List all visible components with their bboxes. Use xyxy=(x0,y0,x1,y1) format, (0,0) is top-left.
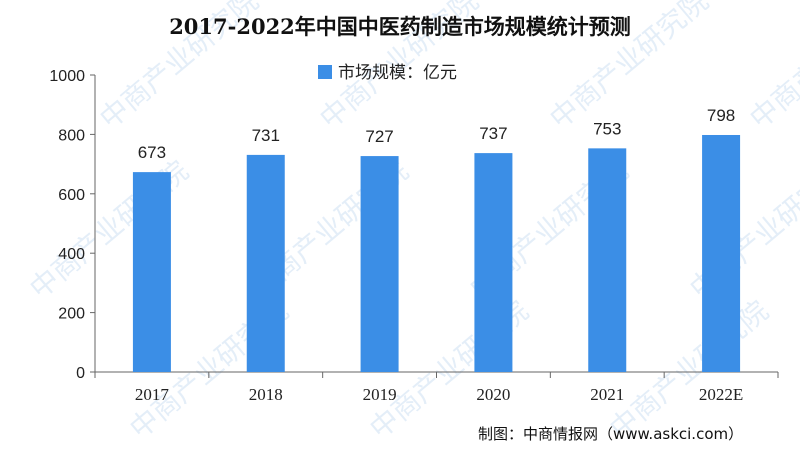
y-axis: 0 200 400 600 800 1000 xyxy=(49,68,96,382)
legend: 市场规模：亿元 xyxy=(318,63,457,83)
legend-swatch xyxy=(318,65,332,79)
bar xyxy=(360,156,399,372)
bar xyxy=(246,154,285,372)
watermark-text: 中商产业研究院 xyxy=(683,154,800,305)
y-tick-label: 1000 xyxy=(49,68,85,85)
x-tick-label: 2021 xyxy=(590,385,624,404)
data-label: 737 xyxy=(479,124,507,143)
bar xyxy=(702,134,741,372)
y-tick-label: 200 xyxy=(58,306,85,323)
x-tick-label: 2022E xyxy=(699,385,743,404)
x-tick-label: 2019 xyxy=(363,385,397,404)
data-label: 798 xyxy=(707,106,735,125)
bar xyxy=(588,148,627,372)
legend-label: 市场规模：亿元 xyxy=(338,63,457,83)
bar xyxy=(132,172,171,372)
y-tick-label: 0 xyxy=(76,365,85,382)
y-tick-label: 600 xyxy=(58,187,85,204)
bars: 673 731 727 737 753 798 xyxy=(132,106,741,372)
y-tick-label: 800 xyxy=(58,127,85,144)
bar xyxy=(474,153,513,372)
x-tick-label: 2017 xyxy=(135,385,170,404)
x-tick-label: 2018 xyxy=(249,385,283,404)
data-label: 731 xyxy=(252,126,280,145)
x-axis: 2017 2018 2019 2020 2021 2022E xyxy=(94,371,779,404)
x-tick-label: 2020 xyxy=(476,385,510,404)
data-label: 753 xyxy=(593,119,621,138)
chart-title: 2017-2022年中国中医药制造市场规模统计预测 xyxy=(169,14,631,39)
source-text: 制图：中商情报网（www.askci.com） xyxy=(478,425,743,443)
data-label: 673 xyxy=(138,143,166,162)
data-label: 727 xyxy=(365,127,393,146)
watermark-text: 中商产业研究院 xyxy=(603,294,774,445)
watermark-text: 中商产业研究院 xyxy=(743,0,800,135)
y-tick-label: 400 xyxy=(58,246,85,263)
